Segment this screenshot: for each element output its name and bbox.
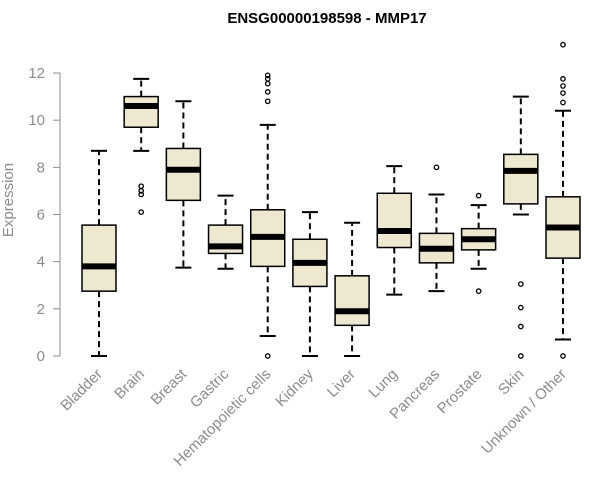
box-skin (503, 95, 539, 359)
y-axis: 0 2 4 6 8 10 12 (28, 65, 61, 365)
outlier-point (264, 98, 271, 105)
iqr-box (376, 192, 413, 249)
y-tick-label: 2 (37, 301, 45, 318)
outlier-point (517, 304, 524, 311)
box-pancreas (418, 164, 455, 293)
box-brain (123, 77, 159, 215)
outlier-point (560, 90, 566, 96)
box-bladder (81, 149, 117, 357)
outlier-point (433, 164, 440, 171)
outlier-point (138, 191, 145, 198)
outlier-point (517, 281, 524, 287)
y-tick-label: 0 (37, 348, 45, 365)
chart-title: ENSG00000198598 - MMP17 (227, 10, 426, 27)
box-liver (334, 221, 370, 357)
box-gastric (207, 194, 244, 270)
x-tick-label: Kidney (272, 365, 317, 410)
iqr-box (503, 153, 539, 205)
outlier-point (264, 72, 271, 79)
iqr-box (123, 95, 159, 128)
iqr-box (165, 147, 202, 202)
y-tick-label: 4 (37, 254, 45, 271)
x-tick-label: Breast (148, 365, 191, 408)
outlier-point (517, 353, 524, 359)
outlier-point (475, 192, 482, 199)
outlier-point (264, 80, 271, 87)
outlier-point (560, 99, 566, 106)
outlier-point (138, 209, 145, 215)
outlier-point (138, 183, 145, 190)
outlier-point (264, 353, 271, 359)
x-tick-label: Brain (111, 366, 148, 403)
box-breast (165, 100, 202, 269)
x-tick-label: Lung (365, 366, 401, 402)
x-tick-label: Bladder (57, 366, 106, 415)
x-tick-label: Liver (324, 366, 359, 401)
y-tick-label: 6 (37, 207, 45, 224)
outlier-point (560, 83, 566, 89)
outlier-point (560, 353, 566, 359)
y-tick-label: 12 (28, 65, 45, 82)
y-tick-label: 10 (28, 112, 45, 129)
outlier-point (475, 288, 482, 294)
y-tick-label: 8 (37, 159, 45, 176)
iqr-box (334, 275, 370, 327)
box-unknown-other (545, 41, 581, 359)
x-tick-label: Prostate (434, 366, 486, 418)
x-tick-label: Skin (495, 366, 528, 399)
outlier-point (517, 323, 524, 330)
boxes-group (81, 41, 581, 359)
outlier-point (560, 76, 566, 82)
y-axis-label: Expression (0, 163, 17, 237)
iqr-box (81, 224, 117, 292)
outlier-point (264, 89, 271, 95)
outlier-point (560, 41, 566, 48)
box-kidney (292, 211, 328, 357)
box-hematopoietic-cells (249, 72, 286, 359)
box-lung (376, 165, 413, 296)
outlier-point (264, 76, 271, 82)
box-prostate (460, 192, 497, 294)
